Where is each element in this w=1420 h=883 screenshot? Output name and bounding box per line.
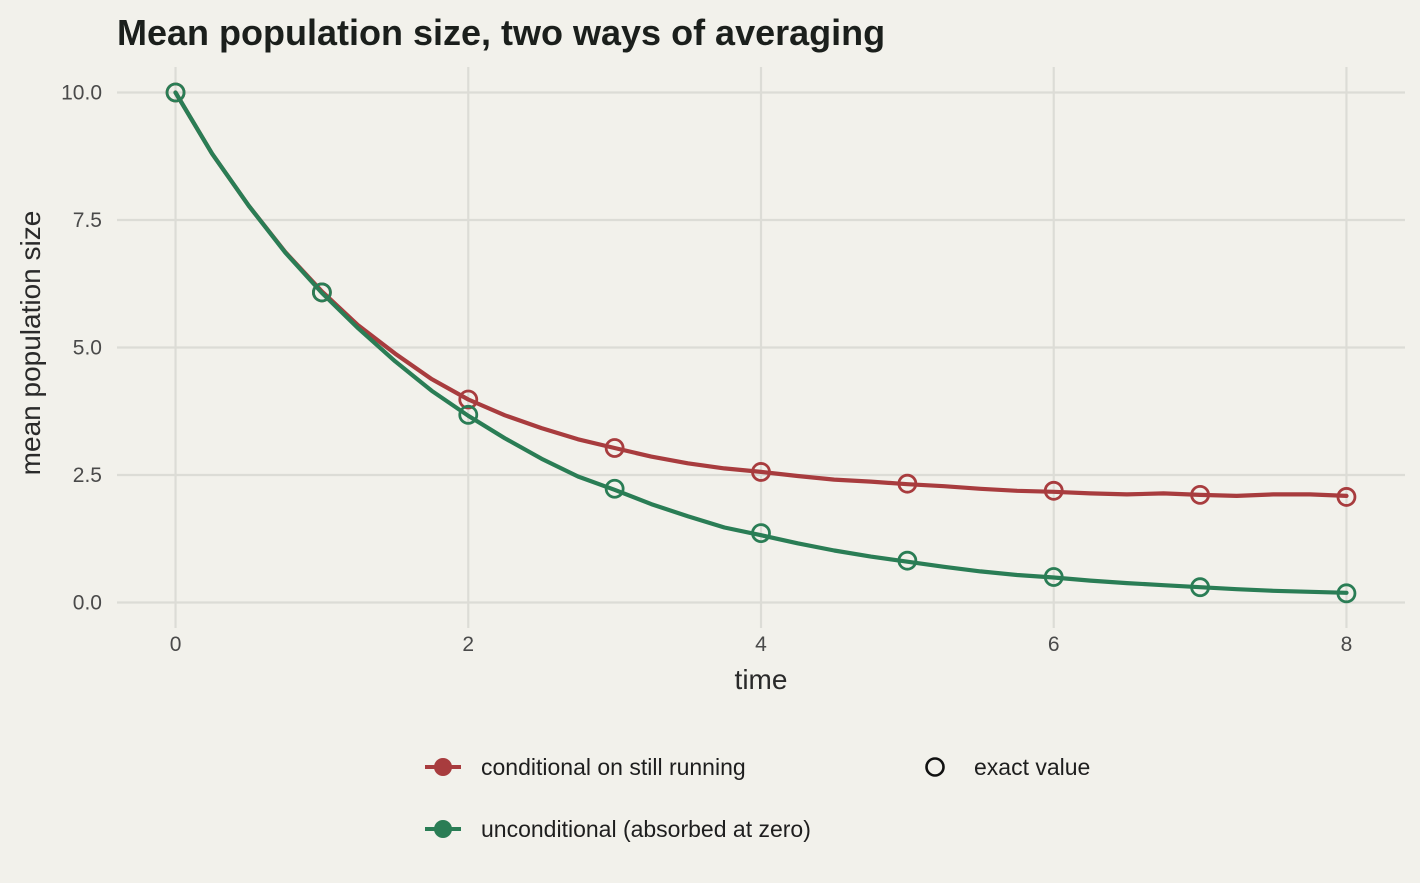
legend-item-unconditional: unconditional (absorbed at zero) xyxy=(425,816,811,842)
gridlines xyxy=(117,67,1405,628)
series-line-1 xyxy=(173,90,1349,595)
x-tick-label: 4 xyxy=(755,633,767,656)
legend-key-exact-value-marker xyxy=(925,757,945,777)
y-tick-label: 7.5 xyxy=(73,209,102,232)
y-tick-label: 0.0 xyxy=(73,592,102,615)
exact-value-point xyxy=(604,438,625,458)
x-tick-label: 6 xyxy=(1048,633,1060,656)
x-tick-label: 8 xyxy=(1341,633,1353,656)
exact-value-point xyxy=(1190,577,1210,598)
x-tick-label: 2 xyxy=(462,633,474,656)
x-tick-label: 0 xyxy=(170,633,182,656)
exact-value-point xyxy=(165,82,186,103)
legend-key-conditional-dot xyxy=(434,758,452,776)
exact-value-point xyxy=(1043,480,1064,501)
y-tick-label: 10.0 xyxy=(61,82,102,105)
exact-value-point xyxy=(312,282,332,303)
exact-value-point xyxy=(751,523,771,544)
exact-value-point xyxy=(1336,583,1357,604)
exact-value-point xyxy=(897,473,918,494)
exact-value-point xyxy=(1336,487,1357,507)
legend-key-unconditional-dot xyxy=(434,820,452,838)
legend-label-exact-value: exact value xyxy=(974,754,1090,780)
exact-value-point xyxy=(604,478,625,499)
y-axis-ticks: 0.0 2.5 5.0 7.5 10.0 xyxy=(61,82,102,615)
y-tick-label: 5.0 xyxy=(73,337,102,360)
series-lines xyxy=(173,90,1349,595)
exact-value-point xyxy=(1043,567,1064,587)
exact-value-point xyxy=(1190,484,1210,505)
y-tick-label: 2.5 xyxy=(73,464,102,487)
legend: conditional on still running uncondition… xyxy=(425,754,1090,842)
x-axis-ticks: 0 2 4 6 8 xyxy=(170,633,1353,656)
chart-title: Mean population size, two ways of averag… xyxy=(117,12,885,53)
series-line-0 xyxy=(173,90,1349,498)
x-axis-title: time xyxy=(735,664,788,695)
legend-label-unconditional: unconditional (absorbed at zero) xyxy=(481,816,811,842)
legend-item-conditional: conditional on still running xyxy=(425,754,746,780)
legend-item-exact-value: exact value xyxy=(925,754,1090,780)
exact-value-point xyxy=(458,404,479,425)
exact-value-markers xyxy=(165,82,1357,604)
y-axis-title: mean population size xyxy=(15,211,46,476)
exact-value-point xyxy=(751,462,771,482)
exact-value-point xyxy=(897,550,918,571)
exact-value-point xyxy=(458,389,479,410)
legend-label-conditional: conditional on still running xyxy=(481,754,746,780)
